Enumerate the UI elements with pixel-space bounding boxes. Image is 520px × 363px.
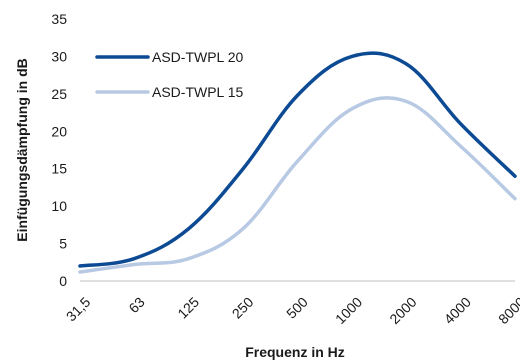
legend-label: ASD-TWPL 15 (152, 84, 243, 100)
series-line (78, 51, 517, 268)
x-tick-label: 8000 (495, 294, 520, 327)
x-tick-label: 1000 (332, 294, 365, 327)
x-axis-ticks: 31,5 63 125 250 500 1000 2000 4000 8000 (63, 294, 520, 327)
x-tick-label: 31,5 (63, 294, 94, 325)
y-tick-label: 25 (51, 86, 67, 102)
y-tick-label: 20 (51, 123, 67, 139)
x-tick-label: 2000 (386, 294, 419, 327)
legend-label: ASD-TWPL 20 (152, 49, 243, 65)
x-tick-label: 4000 (441, 294, 474, 327)
y-tick-label: 5 (59, 236, 67, 252)
series-lines (78, 51, 517, 274)
y-axis-ticks: 0 5 10 15 20 25 30 35 (51, 11, 67, 289)
y-tick-label: 35 (51, 11, 67, 27)
legend: ASD-TWPL 20 ASD-TWPL 15 (95, 49, 243, 100)
x-axis-title: Frequenz in Hz (245, 344, 345, 360)
y-tick-label: 10 (51, 198, 67, 214)
x-tick-label: 63 (125, 294, 147, 316)
x-tick-label: 250 (229, 294, 257, 322)
y-tick-label: 0 (59, 273, 67, 289)
y-tick-label: 30 (51, 48, 67, 64)
series-line (78, 96, 517, 274)
x-tick-label: 125 (174, 294, 202, 322)
y-tick-label: 15 (51, 161, 67, 177)
x-tick-label: 500 (283, 294, 311, 322)
y-axis-title: Einfügungsdämpfung in dB (14, 58, 30, 242)
